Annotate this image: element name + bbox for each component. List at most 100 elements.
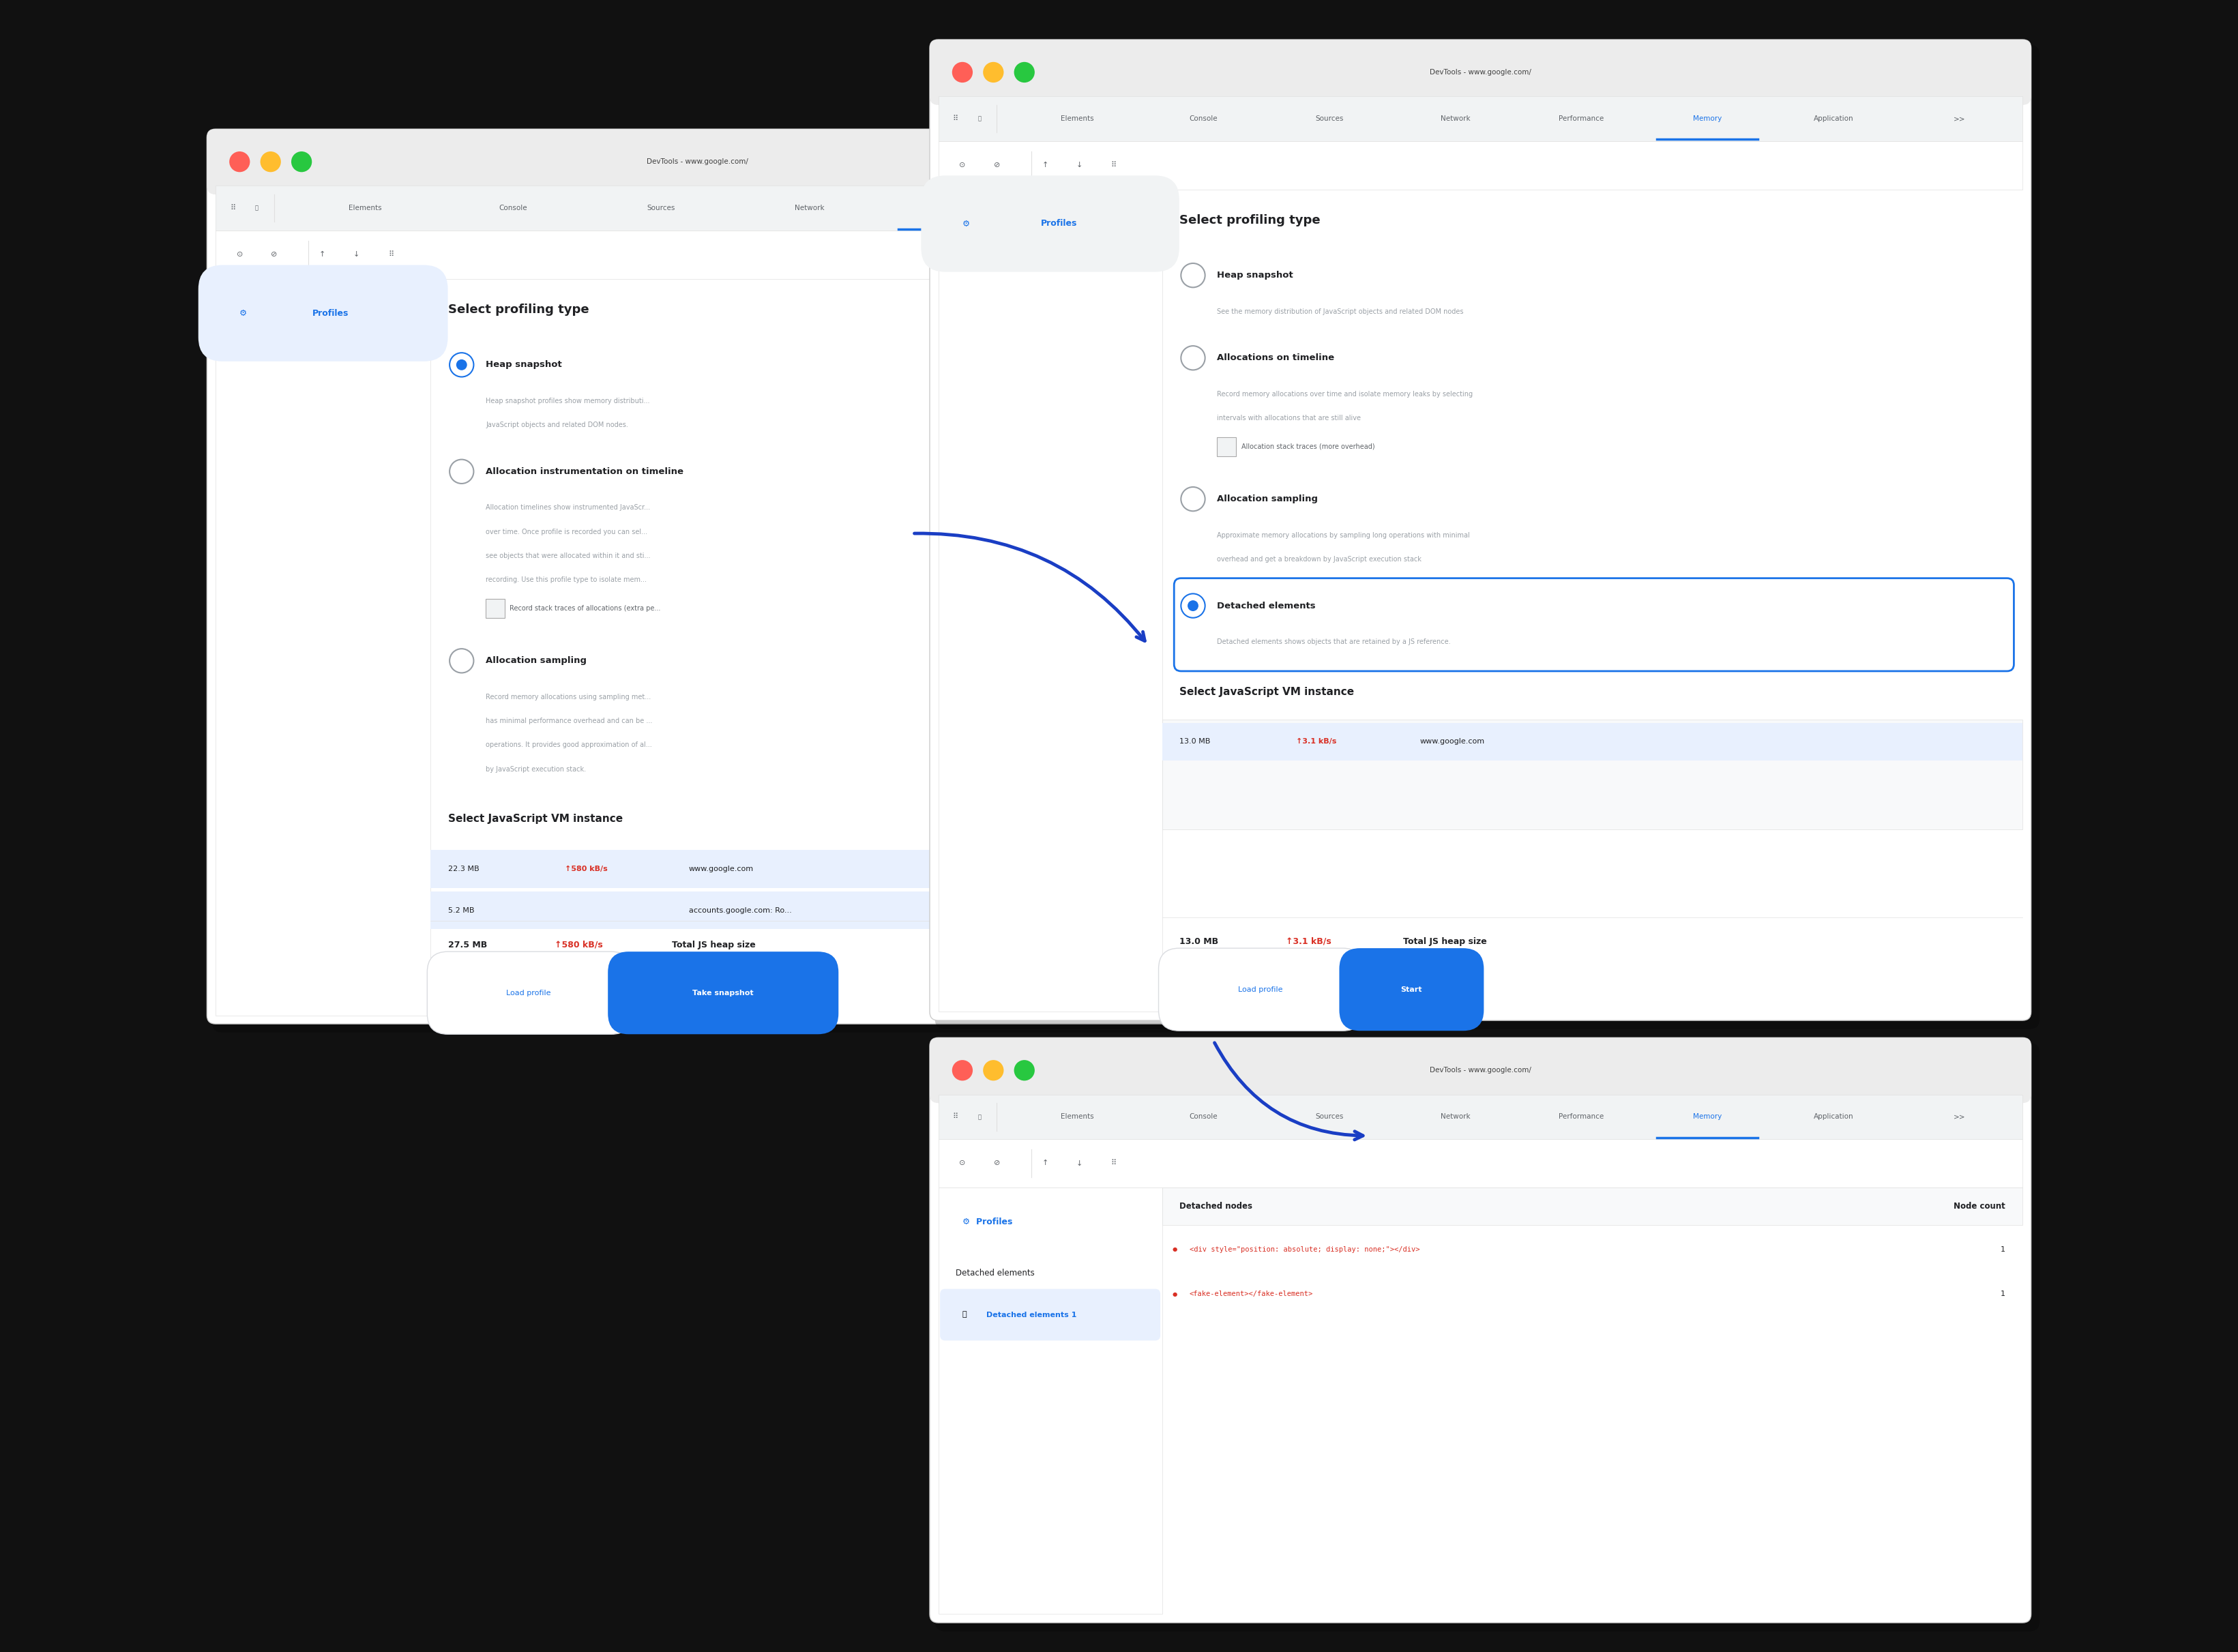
Circle shape: [1014, 1061, 1034, 1080]
FancyBboxPatch shape: [199, 264, 448, 362]
Text: Performance: Performance: [1558, 1113, 1605, 1120]
Text: Allocation sampling: Allocation sampling: [486, 656, 586, 666]
Circle shape: [1182, 487, 1204, 510]
Bar: [1162, 719, 2023, 829]
Text: see objects that were allocated within it and sti...: see objects that were allocated within i…: [486, 552, 651, 560]
Text: 22.3 MB: 22.3 MB: [448, 866, 479, 872]
Text: ↓: ↓: [354, 251, 360, 258]
FancyBboxPatch shape: [929, 1037, 2032, 1622]
Bar: [938, 190, 1162, 1011]
Text: Load profile: Load profile: [1238, 986, 1282, 993]
Circle shape: [1182, 345, 1204, 370]
Text: ↑: ↑: [1043, 1160, 1047, 1166]
Bar: [215, 187, 1179, 231]
Bar: [1162, 1188, 2023, 1226]
Text: Memory: Memory: [942, 205, 971, 211]
FancyBboxPatch shape: [940, 1289, 1159, 1340]
Text: ↑3.1 kB/s: ↑3.1 kB/s: [1296, 738, 1336, 745]
Circle shape: [1014, 63, 1034, 83]
Bar: [938, 1070, 2023, 1094]
Text: Sources: Sources: [1316, 1113, 1343, 1120]
Text: Network: Network: [794, 205, 824, 211]
Text: Elements: Elements: [1061, 116, 1094, 122]
Text: ⊙: ⊙: [960, 162, 965, 169]
Text: Select profiling type: Select profiling type: [448, 304, 589, 316]
Text: 📄: 📄: [962, 1312, 967, 1318]
FancyBboxPatch shape: [206, 129, 1188, 1024]
Text: Allocation stack traces (more overhead): Allocation stack traces (more overhead): [1242, 443, 1374, 449]
Text: ⠿: ⠿: [953, 116, 958, 122]
Text: Console: Console: [1188, 1113, 1217, 1120]
Text: 1: 1: [2001, 1290, 2005, 1297]
Text: >>: >>: [1954, 116, 1965, 122]
Text: Sources: Sources: [647, 205, 676, 211]
Text: ●: ●: [1173, 1246, 1177, 1252]
Text: ↑: ↑: [1043, 162, 1047, 169]
Text: ⬜: ⬜: [255, 205, 260, 211]
Text: DevTools - www.google.com/: DevTools - www.google.com/: [1430, 69, 1531, 76]
Text: ⠿: ⠿: [1110, 162, 1117, 169]
Text: www.google.com: www.google.com: [1421, 738, 1486, 745]
Text: Select JavaScript VM instance: Select JavaScript VM instance: [448, 814, 622, 824]
Text: Take snapshot: Take snapshot: [692, 990, 754, 996]
Text: has minimal performance overhead and can be ...: has minimal performance overhead and can…: [486, 717, 653, 725]
Text: ⊙: ⊙: [960, 1160, 965, 1166]
Text: Allocation timelines show instrumented JavaScr...: Allocation timelines show instrumented J…: [486, 504, 651, 510]
FancyBboxPatch shape: [929, 40, 2032, 106]
Text: Select JavaScript VM instance: Select JavaScript VM instance: [1179, 687, 1354, 697]
Text: ⊘: ⊘: [271, 251, 278, 258]
Text: ⠿: ⠿: [1110, 1160, 1117, 1166]
Text: Record memory allocations using sampling met...: Record memory allocations using sampling…: [486, 694, 651, 700]
Text: Total JS heap size: Total JS heap size: [1403, 937, 1486, 945]
Circle shape: [450, 459, 474, 484]
Text: ⊙: ⊙: [237, 251, 242, 258]
Bar: [938, 1188, 1162, 1614]
Text: 27.5 MB: 27.5 MB: [448, 940, 488, 950]
Bar: [938, 1095, 2023, 1140]
Circle shape: [982, 63, 1003, 83]
Bar: [938, 1140, 2023, 1188]
Text: DevTools - www.google.com/: DevTools - www.google.com/: [1430, 1067, 1531, 1074]
Text: Load profile: Load profile: [506, 990, 551, 996]
Text: DevTools - www.google.com/: DevTools - www.google.com/: [647, 159, 747, 165]
FancyBboxPatch shape: [609, 952, 839, 1034]
Text: See the memory distribution of JavaScript objects and related DOM nodes: See the memory distribution of JavaScrip…: [1217, 307, 1464, 316]
Text: operations. It provides good approximation of al...: operations. It provides good approximati…: [486, 742, 651, 748]
Text: >>: >>: [1099, 205, 1112, 211]
Text: 1: 1: [2001, 1246, 2005, 1252]
Bar: [486, 600, 504, 618]
Text: Select profiling type: Select profiling type: [1179, 215, 1320, 226]
Text: ↑580 kB/s: ↑580 kB/s: [555, 940, 602, 950]
Text: ⚙: ⚙: [962, 220, 969, 228]
Text: Memory: Memory: [1692, 116, 1721, 122]
FancyBboxPatch shape: [1159, 948, 1363, 1031]
Text: Elements: Elements: [1061, 1113, 1094, 1120]
Text: ↓: ↓: [1076, 162, 1083, 169]
Text: Allocation sampling: Allocation sampling: [1217, 494, 1318, 504]
Text: ⚙: ⚙: [239, 309, 246, 317]
Text: www.google.com: www.google.com: [689, 866, 754, 872]
Text: ⬜: ⬜: [978, 1113, 980, 1120]
Text: ↑: ↑: [320, 251, 325, 258]
Text: 13.0 MB: 13.0 MB: [1179, 937, 1217, 945]
Text: Detached elements shows objects that are retained by a JS reference.: Detached elements shows objects that are…: [1217, 638, 1450, 646]
Text: ↓: ↓: [1076, 1160, 1083, 1166]
Bar: [215, 162, 1179, 187]
Circle shape: [291, 152, 311, 172]
Text: Allocation instrumentation on timeline: Allocation instrumentation on timeline: [486, 468, 683, 476]
Text: ↑3.1 kB/s: ↑3.1 kB/s: [1287, 937, 1332, 945]
Text: <div style="position: absolute; display: none;"></div>: <div style="position: absolute; display:…: [1191, 1246, 1419, 1252]
FancyBboxPatch shape: [1175, 578, 2014, 671]
Text: intervals with allocations that are still alive: intervals with allocations that are stil…: [1217, 415, 1361, 421]
Circle shape: [951, 1061, 974, 1080]
Text: Heap snapshot: Heap snapshot: [1217, 271, 1294, 279]
Circle shape: [228, 152, 251, 172]
Circle shape: [260, 152, 282, 172]
Text: Application: Application: [1813, 1113, 1853, 1120]
Circle shape: [450, 354, 474, 377]
Text: Network: Network: [1441, 116, 1470, 122]
Text: 5.2 MB: 5.2 MB: [448, 907, 474, 914]
Text: Node count: Node count: [1954, 1203, 2005, 1211]
Text: Profiles: Profiles: [1041, 220, 1076, 228]
Text: Profiles: Profiles: [313, 309, 349, 317]
